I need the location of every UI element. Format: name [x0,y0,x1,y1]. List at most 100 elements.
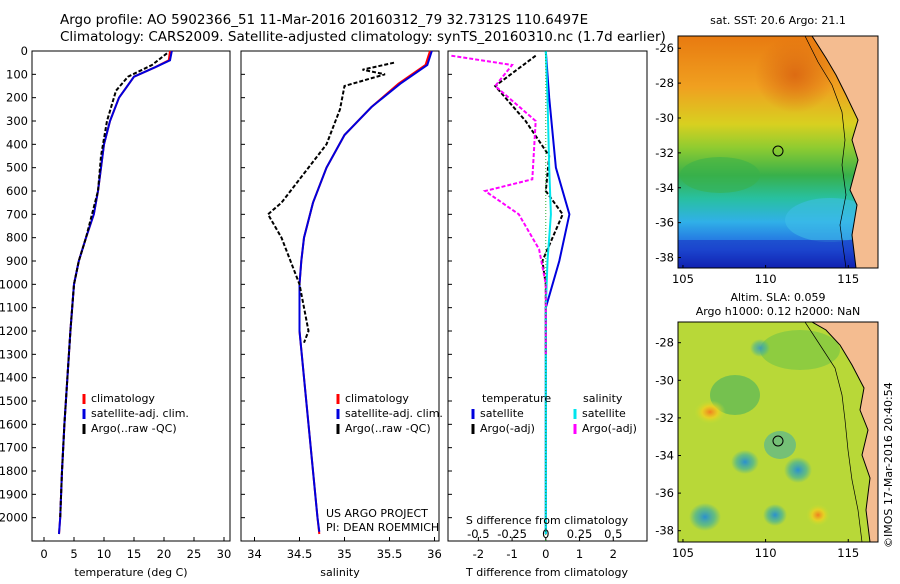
salinity-legend: climatology satellite-adj. clim. Argo(..… [336,392,443,435]
x-tick-label: 25 [187,547,202,561]
x-tick-label: 34.5 [287,547,313,561]
sla-cool-1 [731,450,759,474]
series-argo-raw-qc- [266,61,395,344]
x-tick-label: 20 [157,547,172,561]
difference-series [451,50,571,541]
depth-axis: 0 100 200 300 400 500 600 700 800 900 1000 1100 1200… [0,44,28,525]
s-tick-label: -0.25 [497,527,527,541]
map-y-tick-label: -32 [655,411,674,425]
depth-tick-label: 1000 [0,277,28,291]
map-y-tick-label: -32 [655,146,674,160]
legend-satellite-label: satellite-adj. clim. [91,407,189,420]
project-label: US ARGO PROJECT [326,507,428,520]
difference-legend: temperature satellite Argo(-adj) salinit… [471,392,637,435]
series-climatology [298,50,431,535]
legend-salinity-title: salinity [583,392,623,405]
x-tick-label: 1 [576,547,583,561]
depth-tick-label: 800 [6,231,28,245]
map-y-tick-label: -28 [655,336,674,350]
depth-tick-label: 1500 [0,394,28,408]
legend-s-satellite-label: satellite [582,407,626,420]
s-tick-label: -0.5 [467,527,489,541]
map-y-tick-label: -30 [655,373,674,387]
sla-map: Altim. SLA: 0.059 Argo h1000: 0.12 h2000… [655,291,879,560]
map-y-tick-label: -34 [655,449,674,463]
sst-frame [677,35,879,269]
sla-title1: Altim. SLA: 0.059 [730,291,825,304]
difference-frame [447,50,648,542]
difference-panel: -2 -1 0 1 2 T difference from climatology S … [447,50,648,579]
sla-warm-2 [806,504,830,526]
x-tick-label: 0 [542,547,549,561]
depth-tick-label: 2000 [0,511,28,525]
depth-tick-label: 1200 [0,324,28,338]
x-tick-label: 15 [127,547,142,561]
legend-s-argo-label: Argo(-adj) [582,422,637,435]
sla-blob-3 [764,431,796,459]
sla-cool-4 [763,504,787,526]
map-y-tick-label: -34 [655,181,674,195]
s-difference-ticks: -0.5 -0.25 0 0.25 0.5 [467,527,622,541]
depth-tick-label: 200 [6,91,28,105]
sst-land [811,36,878,268]
temperature-panel: 0100200300400500600700800900100011001200… [0,44,231,579]
s-tick-label: 0 [542,527,549,541]
depth-tick-label: 400 [6,137,28,151]
map-y-tick-label: -26 [655,41,674,55]
salinity-xlabel: salinity [320,566,360,579]
legend-t-satellite-label: satellite [480,407,524,420]
salinity-frame [240,50,440,542]
map-y-tick-label: -38 [655,524,674,538]
x-tick-label: 34 [247,547,262,561]
legend-temperature-title: temperature [482,392,551,405]
series-climatology [58,50,171,535]
sla-argo-location [772,435,784,447]
sla-land [810,322,878,542]
sla-cool-2 [784,457,812,483]
x-tick-label: 2 [610,547,617,561]
series-temperature-argo-adj- [493,54,564,355]
map-y-tick-label: -28 [655,76,674,90]
series-salinity-argo-adj- [451,54,547,355]
map-x-tick-label: 115 [837,272,859,286]
salinity-series [266,50,433,535]
sla-cool-3 [689,503,721,531]
map-x-tick-label: 105 [672,546,694,560]
map-y-tick-label: -36 [655,216,674,230]
legend-climatology-label: climatology [91,392,155,405]
depth-tick-label: 1100 [0,301,28,315]
depth-tick-label: 700 [6,207,28,221]
sla-blob-1 [760,330,840,370]
sst-title: sat. SST: 20.6 Argo: 21.1 [710,14,846,27]
header-line2: Climatology: CARS2009. Satellite-adjuste… [60,29,666,45]
depth-tick-label: 500 [6,161,28,175]
map-x-tick-label: 110 [755,546,777,560]
legend-argo-label: Argo(..raw -QC) [345,422,431,435]
series-satellite-adj-clim- [58,50,173,535]
sst-map: sat. SST: 20.6 Argo: 21.1 105 110 115 -26 -2… [655,14,879,286]
temperature-xlabel: temperature (deg C) [74,566,187,579]
sla-isobath [804,322,863,542]
x-tick-label: 10 [97,547,112,561]
sla-warm-1 [694,400,726,424]
depth-tick-label: 1700 [0,441,28,455]
depth-tick-label: 0 [21,44,28,58]
sla-axes: 105 110 115 -28 -30 -32 -34 -36 -38 [655,336,859,560]
map-x-tick-label: 110 [755,272,777,286]
temperature-legend: climatology satellite-adj. clim. Argo(..… [82,392,189,435]
sla-cool-5 [750,339,770,357]
sla-title2: Argo h1000: 0.12 h2000: NaN [696,305,861,318]
x-tick-label: 36 [427,547,442,561]
map-y-tick-label: -36 [655,486,674,500]
depth-tick-label: 1600 [0,417,28,431]
temperature-frame [31,50,231,542]
sst-deep-blue [678,240,878,268]
x-tick-label: 0 [40,547,47,561]
map-y-tick-label: -38 [655,251,674,265]
x-tick-label: 30 [217,547,232,561]
salinity-panel: 34 34.5 35 35.5 36 salinity climatology sate… [240,50,443,579]
pi-label: PI: DEAN ROEMMICH [326,521,439,534]
sla-frame [677,321,879,543]
map-x-tick-label: 105 [672,272,694,286]
